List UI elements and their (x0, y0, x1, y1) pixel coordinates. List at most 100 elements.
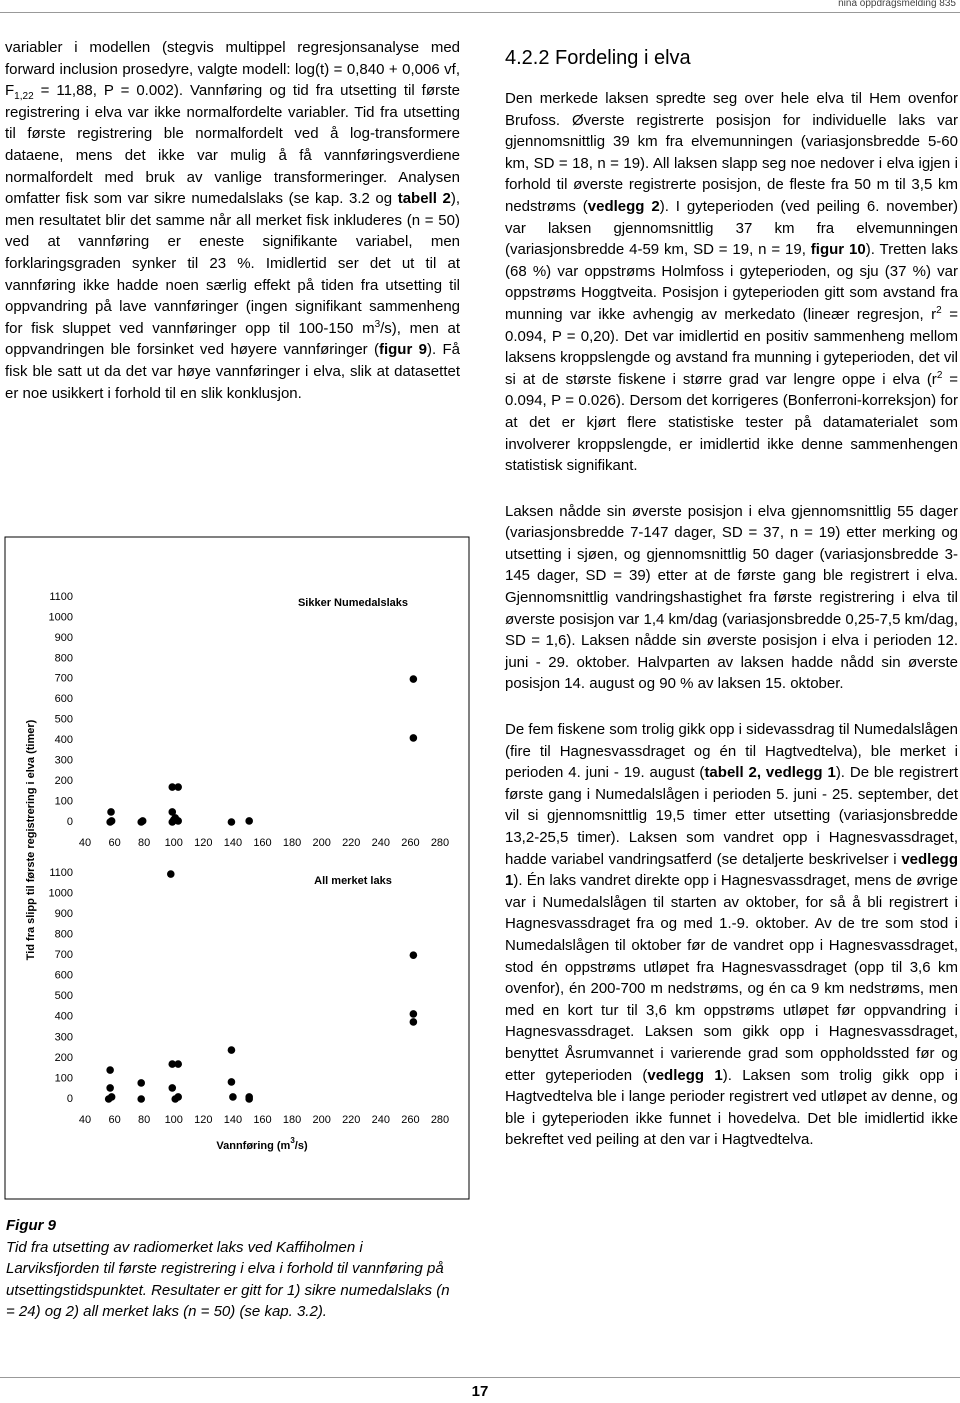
point (137, 1079, 146, 1087)
y-axis-label: Tid fra slipp til første registrering i … (25, 719, 37, 960)
x-tick-label: 180 (283, 1114, 301, 1126)
text-run: = 0.094, P = 0,20). Det var imidlertid e… (505, 305, 958, 388)
bold-run: vedlegg 2 (587, 197, 660, 215)
y-tick-label: 700 (55, 949, 73, 961)
y-tick-label: 1000 (49, 611, 73, 623)
panel-title: All merket laks (314, 875, 392, 887)
y-tick-label: 900 (55, 908, 73, 920)
paragraph: De fem fiskene som trolig gikk opp i sid… (505, 719, 958, 1151)
label-run: /s) (295, 1140, 308, 1152)
text-run: variabler i modellen (stegvis multippel … (5, 39, 460, 100)
x-tick-label: 100 (165, 837, 183, 849)
figure-caption: Figur 9 Tid fra utsetting av radiomerket … (6, 1215, 458, 1323)
point (245, 817, 253, 825)
figure-frame (4, 536, 470, 1200)
y-tick-label: 300 (55, 1031, 73, 1043)
point (169, 816, 178, 824)
bold-run: vedlegg 1 (505, 850, 958, 890)
supscript: 2 (936, 304, 942, 316)
text-run: Den merkede laksen spredte seg over hele… (505, 90, 958, 215)
y-tick-label: 400 (55, 1011, 73, 1023)
text-run: = 11,88, P = 0.002). Vannføring og tid f… (5, 82, 460, 208)
text-run: ). Én laks vandret direkte opp i Hagnesv… (505, 872, 958, 1084)
text-run: De fem fiskene som trolig gikk opp i sid… (505, 721, 958, 782)
x-tick-label: 40 (79, 1114, 91, 1126)
y-tick-label: 500 (55, 990, 73, 1002)
y-tick-label: 100 (55, 795, 73, 807)
y-tick-label: 1100 (49, 591, 73, 603)
y-tick-label: 1000 (49, 887, 73, 899)
x-tick-label: 120 (194, 837, 212, 849)
point (174, 1060, 182, 1068)
section-heading: 4.2.2 Fordeling i elva (505, 47, 691, 69)
x-tick-label: 200 (312, 1114, 330, 1126)
panel-title: Sikker Numedalslaks (298, 597, 408, 609)
x-tick-label: 280 (431, 837, 449, 849)
y-tick-label: 200 (55, 1052, 73, 1064)
right-column: 4.2.2 Fordeling i elva Den merkede lakse… (505, 46, 958, 1175)
point (409, 734, 418, 742)
x-tick-label: 140 (224, 1114, 242, 1126)
y-tick-label: 0 (67, 816, 73, 828)
caption-text: Tid fra utsetting av radiomerket laks ve… (6, 1238, 450, 1321)
x-tick-label: 240 (372, 837, 390, 849)
point (245, 1095, 253, 1103)
x-tick-label: 220 (342, 837, 360, 849)
text-run: Laksen nådde sin øverste posisjon i elva… (505, 502, 958, 693)
caption-label: Figur 9 (6, 1217, 57, 1234)
point (227, 818, 236, 826)
supscript: 3 (374, 318, 381, 330)
footer-rule (0, 1377, 960, 1378)
header-rule (0, 12, 960, 13)
point (174, 1093, 182, 1101)
bold-run: vedlegg 1 (647, 1066, 723, 1084)
text-run: ). Laksen som trolig gikk opp i Hagtvedt… (505, 1066, 959, 1149)
x-tick-label: 80 (138, 837, 150, 849)
y-tick-label: 900 (55, 632, 73, 644)
paragraph: Laksen nådde sin øverste posisjon i elva… (505, 501, 958, 695)
x-axis-label: Vannføring (m3/s) (216, 1136, 308, 1152)
text-run: ). I gyteperioden (ved peiling 6. novemb… (505, 197, 958, 259)
y-tick-label: 500 (55, 714, 73, 726)
y-tick-label: 1100 (49, 867, 73, 879)
y-tick-label: 0 (67, 1093, 73, 1105)
label-run: Vannføring (m (216, 1140, 290, 1152)
text-run: ), men resultatet blir det samme når all… (5, 190, 461, 337)
text-run: ). Tretten laks (68 %) var oppstrøms Hol… (505, 241, 959, 323)
bold-run: figur 10 (810, 241, 866, 259)
point (174, 783, 182, 791)
bold-run: figur 9 (378, 341, 427, 359)
y-tick-label: 300 (55, 755, 73, 767)
point (107, 817, 116, 825)
point (409, 1018, 418, 1026)
point (409, 675, 418, 683)
x-tick-label: 140 (224, 837, 242, 849)
x-tick-label: 100 (165, 1114, 183, 1126)
paragraph: Den merkede laksen spredte seg over hele… (505, 88, 958, 477)
point (138, 817, 147, 825)
y-tick-label: 600 (55, 970, 73, 982)
x-tick-label: 60 (108, 837, 120, 849)
point (227, 1078, 236, 1086)
text-run: /s), men at oppvandringen ble forsinket … (5, 319, 460, 359)
y-tick-label: 800 (55, 652, 73, 664)
y-tick-label: 100 (55, 1072, 73, 1084)
point (409, 951, 418, 959)
x-tick-label: 60 (108, 1114, 120, 1126)
bold-run: tabell 2 (397, 190, 451, 208)
y-tick-label: 200 (55, 775, 73, 787)
x-tick-label: 200 (312, 837, 330, 849)
header: nina oppdragsmelding 835 (838, 0, 956, 9)
x-tick-label: 160 (253, 1114, 271, 1126)
x-tick-label: 280 (431, 1114, 449, 1126)
y-tick-label: 600 (55, 693, 73, 705)
x-tick-label: 260 (401, 837, 419, 849)
point (227, 1046, 236, 1054)
x-tick-label: 80 (138, 1114, 150, 1126)
page-number: 17 (471, 1383, 489, 1400)
y-tick-label: 800 (55, 929, 73, 941)
y-tick-label: 700 (55, 673, 73, 685)
point (106, 1084, 114, 1092)
